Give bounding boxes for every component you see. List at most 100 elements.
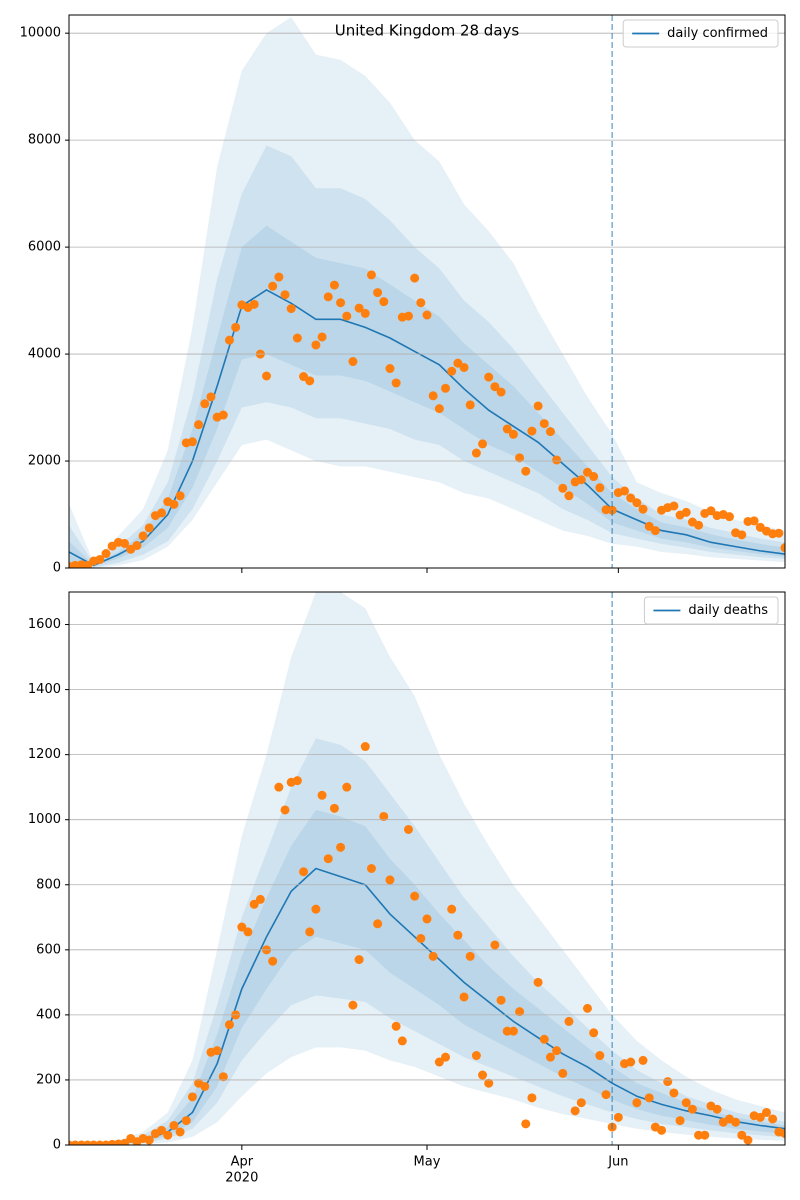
observed-point	[595, 483, 605, 493]
observed-point	[564, 1016, 574, 1026]
observed-point	[626, 493, 636, 503]
observed-point	[373, 919, 383, 929]
observed-point	[527, 426, 537, 436]
observed-point	[669, 1088, 679, 1098]
observed-point	[484, 1078, 494, 1088]
observed-point	[502, 424, 512, 434]
observed-point	[490, 940, 500, 950]
observed-point	[416, 933, 426, 943]
observed-point	[286, 304, 296, 314]
y-tick-label: 8000	[28, 133, 61, 148]
observed-point	[175, 1127, 185, 1137]
observed-point	[533, 401, 543, 411]
observed-point	[416, 298, 426, 308]
observed-point	[558, 483, 568, 493]
observed-point	[626, 1057, 636, 1067]
observed-point	[521, 466, 531, 476]
observed-point	[471, 448, 481, 458]
observed-point	[570, 1106, 580, 1116]
observed-point	[336, 842, 346, 852]
observed-point	[120, 538, 130, 548]
observed-point	[459, 362, 469, 372]
observed-point	[317, 332, 327, 342]
observed-point	[447, 904, 457, 914]
axes-frame	[68, 591, 786, 1146]
observed-point	[484, 372, 494, 382]
observed-point	[403, 311, 413, 321]
observed-point	[299, 867, 309, 877]
legend-box	[622, 19, 779, 48]
observed-point	[305, 376, 315, 386]
observed-point	[441, 1052, 451, 1062]
observed-point	[268, 956, 278, 966]
observed-point	[508, 429, 518, 439]
observed-point	[780, 543, 785, 553]
y-tick-label: 0	[53, 1138, 61, 1153]
observed-point	[595, 1051, 605, 1061]
observed-point	[243, 927, 253, 937]
observed-point	[163, 1130, 173, 1140]
observed-point	[354, 303, 364, 313]
observed-point	[224, 335, 234, 345]
observed-point	[323, 292, 333, 302]
observed-point	[774, 528, 784, 538]
y-tick-label: 200	[36, 1072, 61, 1087]
uncertainty-band	[69, 17, 785, 568]
observed-point	[323, 854, 333, 864]
observed-point	[589, 1028, 599, 1038]
observed-point	[428, 391, 438, 401]
observed-point	[231, 322, 241, 332]
observed-point	[132, 541, 142, 551]
observed-point	[502, 1026, 512, 1036]
observed-point	[403, 824, 413, 834]
observed-point	[496, 995, 506, 1005]
observed-point	[268, 281, 278, 291]
legend-label: daily deaths	[688, 603, 768, 618]
y-tick-label: 0	[53, 561, 61, 576]
observed-point	[366, 270, 376, 280]
uncertainty-band	[69, 738, 785, 1145]
observed-point	[391, 1021, 401, 1031]
observed-point	[95, 554, 105, 564]
observed-point	[700, 1130, 710, 1140]
observed-point	[385, 875, 395, 885]
observed-point	[737, 1130, 747, 1140]
observed-point	[410, 273, 420, 283]
observed-point	[187, 1092, 197, 1102]
observed-point	[737, 530, 747, 540]
observed-point	[169, 499, 179, 509]
observed-point	[336, 298, 346, 308]
observed-point	[638, 504, 648, 514]
observed-point	[755, 1112, 765, 1122]
observed-point	[280, 290, 290, 300]
observed-point	[681, 507, 691, 517]
observed-point	[743, 1135, 753, 1145]
observed-point	[478, 1070, 488, 1080]
y-tick-label: 800	[36, 877, 61, 892]
y-tick-label: 600	[36, 942, 61, 957]
axes-frame	[68, 14, 786, 569]
observed-point	[731, 1117, 741, 1127]
observed-point	[620, 486, 630, 496]
observed-point	[669, 501, 679, 511]
x-tick-label: May	[414, 1155, 441, 1170]
observed-point	[539, 1034, 549, 1044]
observed-point	[181, 1116, 191, 1126]
observed-point	[521, 1119, 531, 1129]
observed-point	[329, 803, 339, 813]
observed-point	[582, 1003, 592, 1013]
observed-point	[478, 439, 488, 449]
observed-point	[428, 951, 438, 961]
observed-point	[681, 1098, 691, 1108]
observed-point	[379, 811, 389, 821]
observed-point	[694, 520, 704, 530]
observed-point	[212, 1046, 222, 1056]
observed-point	[342, 311, 352, 321]
y-tick-label: 1000	[28, 812, 61, 827]
observed-point	[761, 1107, 771, 1117]
observed-point	[391, 378, 401, 388]
observed-point	[558, 1068, 568, 1078]
observed-point	[218, 410, 228, 420]
observed-point	[650, 526, 660, 536]
